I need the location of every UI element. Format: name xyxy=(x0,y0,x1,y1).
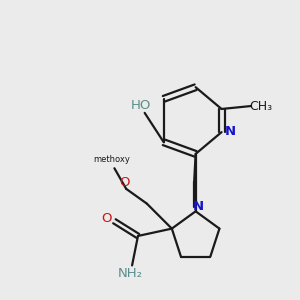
Text: CH₃: CH₃ xyxy=(249,100,272,112)
Text: N: N xyxy=(224,125,236,138)
Text: HO: HO xyxy=(131,99,151,112)
Text: N: N xyxy=(193,200,204,212)
Text: NH₂: NH₂ xyxy=(118,267,143,280)
Text: O: O xyxy=(119,176,130,190)
Text: O: O xyxy=(101,212,111,225)
Text: methoxy: methoxy xyxy=(94,155,130,164)
